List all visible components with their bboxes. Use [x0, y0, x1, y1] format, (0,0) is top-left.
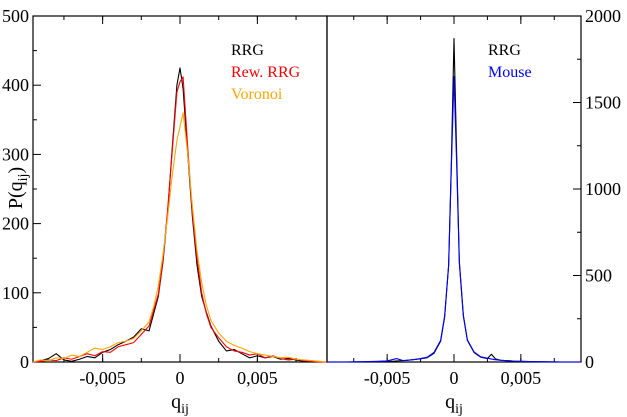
- y-tick-label: 400: [2, 75, 29, 95]
- series-line-mouse: [327, 76, 581, 363]
- x-tick-label: 0: [176, 368, 185, 388]
- x-tick-label: 0,005: [237, 368, 278, 388]
- y-tick-label: 2000: [585, 6, 621, 26]
- legend-entry-mouse: Mouse: [488, 64, 532, 81]
- legend-entry-rrg: RRG: [488, 42, 521, 59]
- y-tick-label: 100: [2, 283, 29, 303]
- x-axis-label: qij: [171, 391, 189, 417]
- right-panel: -0,005 0 0,005 0 500 1000 1500 2000 RRG Mouse qij: [326, 6, 621, 417]
- legend-entry-rew-rrg: Rew. RRG: [231, 64, 301, 81]
- x-tick-label: -0,005: [364, 368, 411, 388]
- y-tick-label: 1000: [585, 179, 621, 199]
- legend-entry-rrg: RRG: [231, 42, 264, 59]
- x-tick-label: 0: [450, 368, 459, 388]
- y-tick-label: 0: [20, 352, 29, 372]
- y-tick-label: 0: [585, 352, 594, 372]
- y-tick-label: 500: [2, 6, 29, 26]
- plot-frame: [326, 15, 582, 363]
- x-tick-label: -0,005: [79, 368, 126, 388]
- y-tick-label: 500: [585, 266, 612, 286]
- x-tick-label: 0,005: [501, 368, 542, 388]
- series-line-rew-rrg: [32, 76, 327, 363]
- y-axis-label: P(qij): [5, 167, 31, 209]
- y-tick-label: 1500: [585, 93, 621, 113]
- series-line-rrg: [32, 67, 327, 363]
- y-tick-label: 300: [2, 144, 29, 164]
- x-axis-label: qij: [445, 391, 463, 417]
- y-tick-label: 200: [2, 214, 29, 234]
- legend-entry-voronoi: Voronoi: [231, 86, 283, 103]
- series-line-voronoi: [32, 112, 328, 363]
- left-panel: -0,005 0 0,005 0 100 200 300 400 500 RRG Rew. RRG V…: [2, 6, 328, 417]
